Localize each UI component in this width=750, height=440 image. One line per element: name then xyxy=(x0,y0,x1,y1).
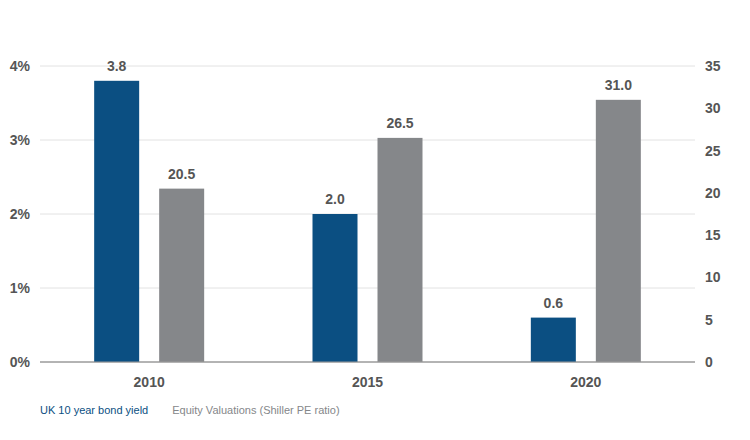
grid-line xyxy=(40,362,695,363)
y-tick-label: 3% xyxy=(10,132,31,148)
bar xyxy=(378,138,423,362)
bar xyxy=(596,100,641,362)
y-tick-label: 2% xyxy=(10,206,31,222)
x-tick-label: 2010 xyxy=(134,374,165,390)
bar xyxy=(94,81,139,362)
y2-tick-label: 0 xyxy=(705,354,713,370)
data-label: 0.6 xyxy=(544,295,564,311)
y2-tick-label: 30 xyxy=(705,100,721,116)
legend: UK 10 year bond yield Equity Valuations (… xyxy=(40,404,340,416)
bar xyxy=(159,189,204,362)
y2-tick-label: 25 xyxy=(705,143,721,159)
y2-tick-label: 20 xyxy=(705,185,721,201)
data-label: 31.0 xyxy=(605,77,632,93)
data-label: 2.0 xyxy=(325,191,345,207)
y-tick-label: 0% xyxy=(10,354,31,370)
x-axis-line xyxy=(40,362,695,363)
x-tick-label: 2020 xyxy=(570,374,601,390)
y2-tick-label: 35 xyxy=(705,58,721,74)
bar xyxy=(531,318,576,362)
legend-entry: Equity Valuations (Shiller PE ratio) xyxy=(172,404,339,416)
chart-svg: 0% 1% 2% 3% 4% 0 5 10 15 20 25 30 35 3.8 2.0 0.6 20.5 26.… xyxy=(0,0,750,440)
data-label: 26.5 xyxy=(386,115,413,131)
x-tick-label: 2015 xyxy=(352,374,383,390)
grid-line xyxy=(40,66,695,67)
y2-tick-label: 15 xyxy=(705,227,721,243)
chart-container: 0% 1% 2% 3% 4% 0 5 10 15 20 25 30 35 3.8 2.0 0.6 20.5 26.… xyxy=(0,0,750,440)
y2-tick-label: 5 xyxy=(705,312,713,328)
grid xyxy=(40,66,695,362)
legend-entry: UK 10 year bond yield xyxy=(40,404,148,416)
y2-tick-label: 10 xyxy=(705,269,721,285)
data-label: 20.5 xyxy=(168,166,195,182)
data-label: 3.8 xyxy=(107,58,127,74)
y-tick-label: 4% xyxy=(10,58,31,74)
y-tick-label: 1% xyxy=(10,280,31,296)
bars xyxy=(94,81,641,362)
data-labels: 3.8 2.0 0.6 20.5 26.5 31.0 xyxy=(107,58,632,311)
bar xyxy=(313,214,358,362)
